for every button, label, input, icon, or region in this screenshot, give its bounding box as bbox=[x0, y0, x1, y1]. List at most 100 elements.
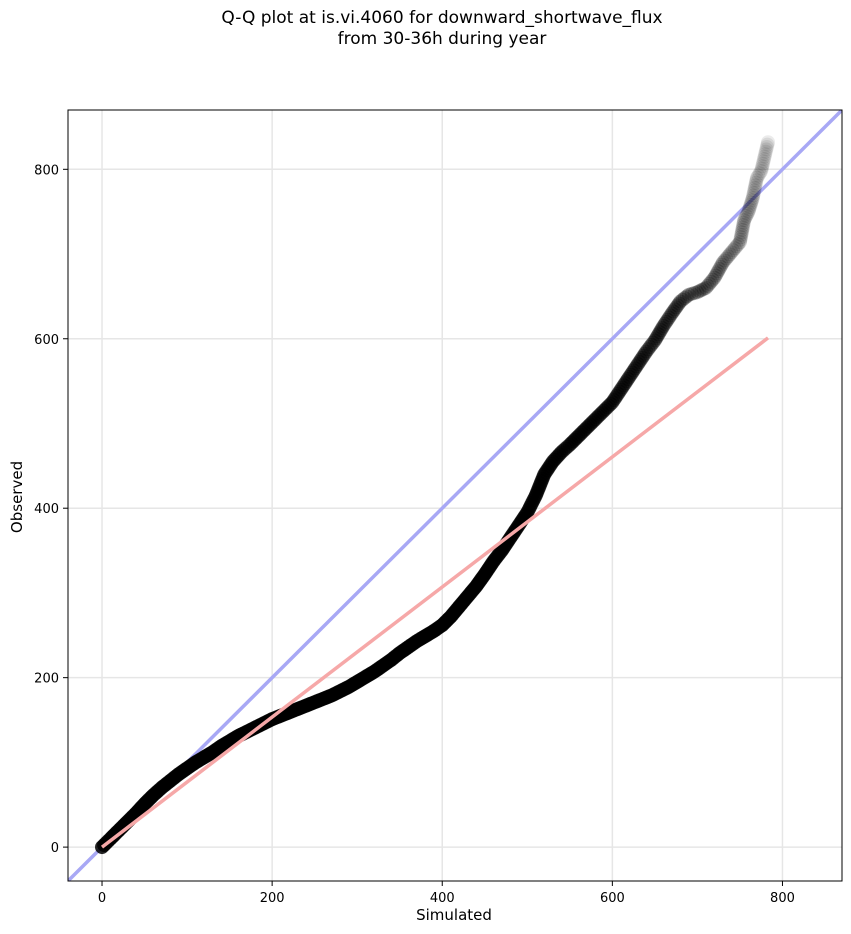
quantile-point bbox=[641, 342, 656, 357]
quantile-point bbox=[761, 135, 776, 150]
chart-title-line-1: Q-Q plot at is.vi.4060 for downward_shor… bbox=[221, 8, 663, 28]
x-axis: 0 200 400 600 800 bbox=[98, 881, 795, 906]
quantile-point bbox=[673, 294, 688, 309]
quantile-point bbox=[705, 272, 720, 287]
quantile-point bbox=[734, 225, 749, 240]
quantile-point bbox=[662, 310, 677, 325]
chart-title-line-2: from 30-36h during year bbox=[337, 29, 547, 49]
quantile-point bbox=[742, 200, 757, 215]
quantile-point bbox=[692, 284, 707, 299]
quantile-point bbox=[742, 202, 757, 217]
quantile-point bbox=[739, 208, 754, 223]
quantile-point bbox=[635, 350, 650, 365]
grid bbox=[68, 110, 842, 881]
quantile-point bbox=[637, 346, 652, 361]
quantile-point bbox=[606, 393, 621, 408]
quantile-point bbox=[660, 312, 675, 327]
quantile-point bbox=[748, 178, 763, 193]
quantile-point bbox=[757, 149, 772, 164]
quantile-point bbox=[736, 218, 751, 233]
quantile-point bbox=[719, 251, 734, 266]
quantile-point bbox=[746, 188, 761, 203]
quantile-point bbox=[618, 376, 633, 391]
quantile-point bbox=[647, 333, 662, 348]
x-tick-label: 200 bbox=[260, 891, 285, 906]
quantile-point bbox=[717, 253, 732, 268]
quantile-point bbox=[714, 257, 729, 272]
quantile-point bbox=[724, 245, 739, 260]
quantile-point bbox=[651, 327, 666, 342]
quantile-point bbox=[677, 291, 692, 306]
quantile-point bbox=[612, 384, 627, 399]
quantile-point bbox=[751, 168, 766, 183]
quantile-point bbox=[652, 325, 667, 340]
quantile-point bbox=[664, 306, 679, 321]
quantile-point bbox=[659, 314, 674, 329]
quantile-point bbox=[756, 154, 771, 169]
y-tick-label: 800 bbox=[34, 163, 59, 178]
quantile-point bbox=[755, 156, 770, 171]
quantile-point bbox=[649, 331, 664, 346]
quantile-point bbox=[721, 249, 736, 264]
quantile-point bbox=[675, 292, 690, 307]
quantile-point bbox=[669, 300, 684, 315]
quantile-point bbox=[613, 382, 628, 397]
x-tick-label: 600 bbox=[600, 891, 625, 906]
quantile-point bbox=[746, 186, 761, 201]
quantile-point bbox=[712, 262, 727, 277]
quantile-point bbox=[650, 329, 665, 344]
quantile-point bbox=[690, 285, 705, 300]
quantile-point bbox=[679, 289, 694, 304]
quantile-point bbox=[735, 220, 750, 235]
quantile-point bbox=[747, 180, 762, 195]
quantile-point bbox=[707, 270, 722, 285]
quantile-point bbox=[681, 287, 696, 302]
quantile-point bbox=[745, 191, 760, 206]
quantile-point bbox=[754, 161, 769, 176]
quantile-point bbox=[713, 259, 728, 274]
quantile-point bbox=[633, 352, 648, 367]
quantile-point bbox=[628, 361, 643, 376]
quantile-point bbox=[749, 173, 764, 188]
quantile-point bbox=[732, 235, 747, 250]
quantile-point bbox=[670, 298, 685, 313]
quantile-point bbox=[733, 232, 748, 247]
quantile-point bbox=[736, 215, 751, 230]
fit-line bbox=[100, 336, 770, 849]
quantile-point bbox=[711, 264, 726, 279]
quantile-point bbox=[748, 175, 763, 190]
quantile-point bbox=[636, 348, 651, 363]
x-tick-label: 400 bbox=[430, 891, 455, 906]
quantile-point bbox=[611, 386, 626, 401]
quantile-point bbox=[749, 170, 764, 185]
one-to-one-line bbox=[68, 110, 842, 881]
y-tick-label: 200 bbox=[34, 672, 59, 687]
quantile-point bbox=[653, 323, 668, 338]
quantile-point bbox=[667, 302, 682, 317]
quantile-point bbox=[700, 278, 715, 293]
quantile-point bbox=[737, 213, 752, 228]
x-tick-label: 0 bbox=[98, 891, 106, 906]
quantile-point bbox=[663, 308, 678, 323]
quantile-point bbox=[642, 340, 657, 355]
quantile-point bbox=[727, 241, 742, 256]
plot-frame bbox=[67, 109, 843, 882]
quantile-point bbox=[709, 266, 724, 281]
quantile-point bbox=[696, 281, 711, 296]
quantile-point bbox=[752, 166, 767, 181]
quantile-point bbox=[759, 139, 774, 154]
quantile-point bbox=[694, 283, 709, 298]
quantile-point bbox=[632, 355, 647, 370]
y-tick-label: 400 bbox=[34, 502, 59, 517]
quantile-point bbox=[684, 286, 699, 301]
y-axis-label: Observed bbox=[8, 461, 26, 533]
quantile-point bbox=[747, 183, 762, 198]
quantile-point bbox=[757, 151, 772, 166]
quantile-point bbox=[608, 391, 623, 406]
quantile-point bbox=[605, 395, 620, 410]
quantile-point bbox=[715, 255, 730, 270]
quantile-point bbox=[646, 335, 661, 350]
quantile-point bbox=[759, 142, 774, 157]
chart-title: Q-Q plot at is.vi.4060 for downward_shor… bbox=[0, 8, 851, 50]
quantile-point bbox=[733, 230, 748, 245]
